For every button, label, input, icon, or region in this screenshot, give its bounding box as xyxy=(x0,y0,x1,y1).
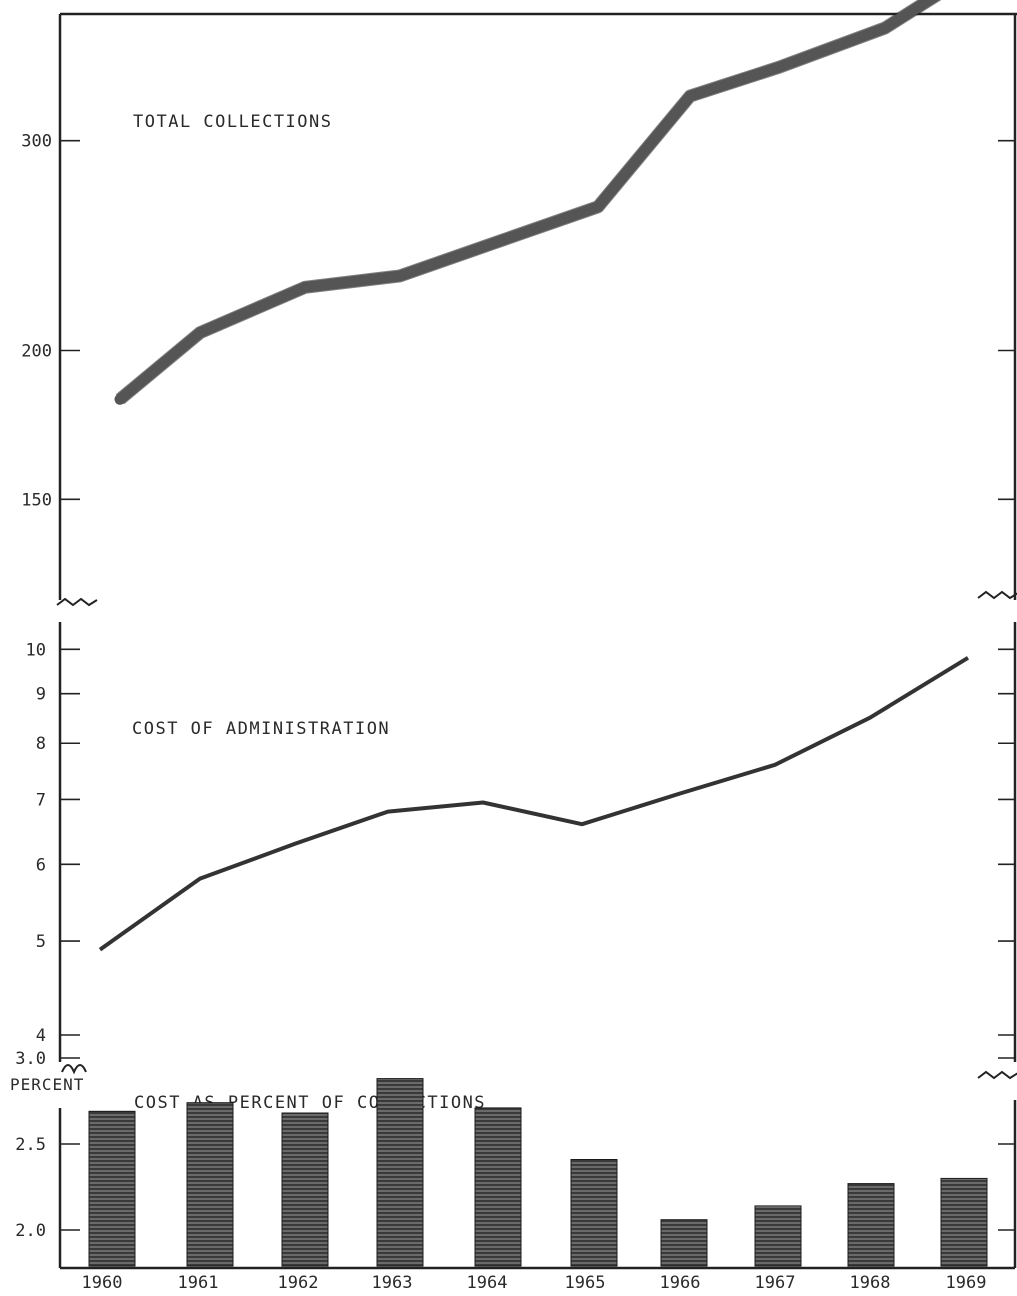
percent-bar xyxy=(186,1102,234,1267)
p1-y-ticks: 150200300400450 xyxy=(21,0,1015,510)
p2-tick-label: 7 xyxy=(36,790,46,810)
x-tick-label: 1961 xyxy=(178,1273,219,1293)
p2-right-axis-break xyxy=(977,1070,1017,1080)
x-tick-label: 1966 xyxy=(660,1273,701,1293)
p1-tick-label: 300 xyxy=(21,132,52,152)
total-collections-line-shadow xyxy=(115,0,942,405)
p3-tick-label: 2.0 xyxy=(15,1221,46,1241)
panel-cost-percent: 2.02.53.0 PERCENT COST AS PERCENT OF COL… xyxy=(10,1049,1017,1270)
x-tick-label: 1969 xyxy=(946,1273,987,1293)
x-tick-label: 1968 xyxy=(850,1273,891,1293)
x-tick-label: 1960 xyxy=(82,1273,123,1293)
p3-tick-label: 3.0 xyxy=(15,1049,46,1069)
x-axis-tick-labels: 1960 1961 1962 1963 1964 1965 1966 1967 1968 1969 xyxy=(82,1273,987,1293)
p2-tick-label: 9 xyxy=(36,685,46,705)
percent-bar xyxy=(570,1159,618,1267)
panel-cost-of-administration: 4 5 6 7 8 9 10 COST OF ADMINISTRATION xyxy=(26,622,1017,1080)
total-collections-line xyxy=(114,0,940,405)
percent-bar xyxy=(940,1177,988,1267)
cost-of-administration-line xyxy=(98,656,970,952)
p1-left-axis-break xyxy=(56,597,98,607)
p2-tick-label: 4 xyxy=(36,1026,46,1046)
percent-bar xyxy=(88,1110,136,1267)
percent-bars xyxy=(88,1078,988,1267)
p2-tick-label: 8 xyxy=(36,734,46,754)
p3-y-axis-label: PERCENT xyxy=(10,1075,84,1094)
p1-tick-label: 400 xyxy=(21,0,52,3)
p2-left-axis-break xyxy=(61,1064,87,1075)
p2-y-ticks: 4 5 6 7 8 9 10 xyxy=(26,640,1015,1046)
percent-bar xyxy=(754,1205,802,1267)
p2-title: COST OF ADMINISTRATION xyxy=(132,719,390,739)
x-tick-label: 1965 xyxy=(565,1273,606,1293)
x-tick-label: 1962 xyxy=(278,1273,319,1293)
p3-y-ticks: 2.0 2.5 3.0 xyxy=(15,1049,1015,1241)
x-tick-label: 1964 xyxy=(467,1273,508,1293)
p3-tick-label: 2.5 xyxy=(15,1135,46,1155)
p1-title: TOTAL COLLECTIONS xyxy=(133,112,333,132)
percent-bar xyxy=(474,1107,522,1267)
panel-total-collections: 150200300400450 TOTAL COLLECTIONS xyxy=(21,0,1017,607)
x-tick-label: 1967 xyxy=(755,1273,796,1293)
p2-tick-label: 6 xyxy=(36,855,46,875)
percent-bar xyxy=(281,1112,329,1267)
p2-tick-label: 5 xyxy=(36,932,46,952)
p1-tick-label: 150 xyxy=(21,490,52,510)
percent-bar xyxy=(660,1219,708,1267)
p1-tick-label: 200 xyxy=(21,341,52,361)
percent-bar xyxy=(376,1078,424,1267)
percent-bar xyxy=(847,1183,895,1267)
p2-tick-label: 10 xyxy=(26,640,46,660)
p1-right-axis-break xyxy=(977,590,1017,600)
x-tick-label: 1963 xyxy=(372,1273,413,1293)
